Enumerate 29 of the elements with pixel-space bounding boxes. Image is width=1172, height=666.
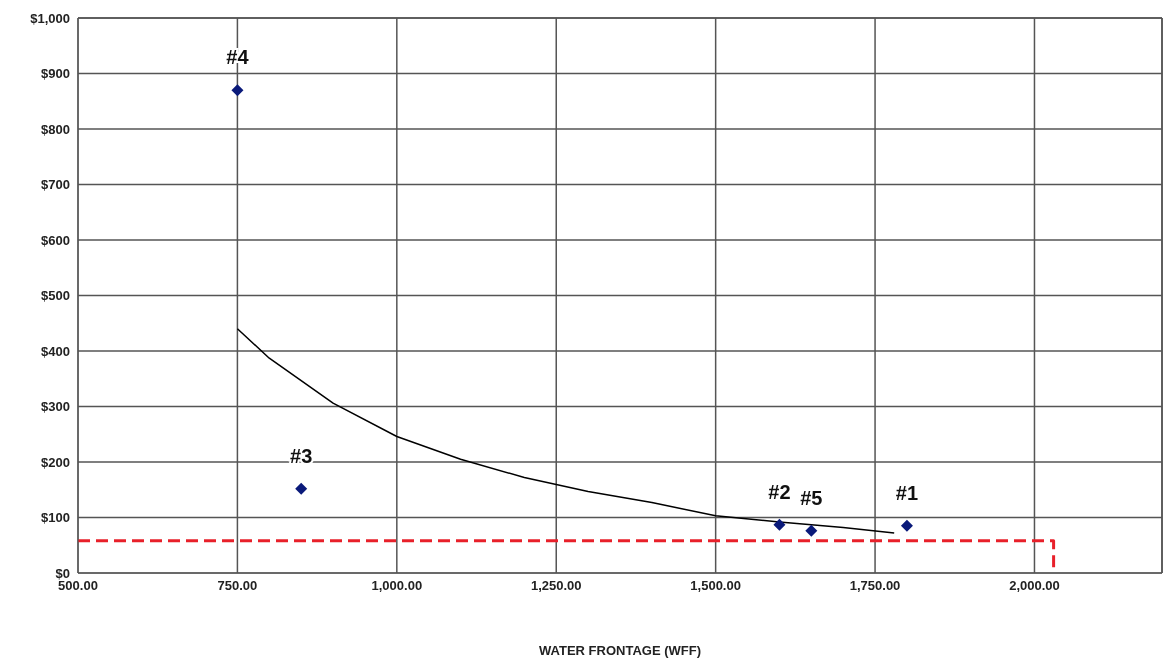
x-tick-label: 750.00 — [217, 578, 258, 594]
x-tick-label: 1,000.00 — [371, 578, 423, 594]
x-tick-label: 500.00 — [58, 578, 98, 594]
x-tick-label: 1,250.00 — [530, 578, 582, 594]
y-tick-label: $1,000 — [30, 10, 70, 26]
line-series — [236, 328, 895, 534]
annotation: #3 — [290, 444, 313, 467]
y-tick-label: $500 — [41, 288, 70, 304]
annotation: #5 — [800, 486, 823, 509]
y-tick-label: $200 — [41, 454, 70, 470]
y-tick-label: $600 — [41, 232, 70, 248]
x-tick-label: 2,000.00 — [1009, 578, 1060, 594]
x-tick-label: 1,750.00 — [849, 578, 901, 594]
point — [900, 519, 913, 532]
point — [805, 524, 818, 537]
y-tick-label: $100 — [41, 510, 70, 526]
y-tick-label: $800 — [41, 121, 70, 137]
x-tick-label: 1,500.00 — [690, 578, 741, 594]
annotation: #2 — [768, 480, 791, 503]
y-tick-label: $700 — [41, 177, 70, 193]
point — [295, 482, 308, 495]
y-tick-label: $0 — [55, 565, 70, 581]
y-tick-label: $900 — [41, 66, 70, 82]
x-axis-title: WATER FRONTAGE (WFF) — [539, 643, 701, 658]
y-tick-label: $400 — [41, 343, 70, 359]
y-tick-label: $300 — [41, 399, 70, 415]
annotation: #1 — [895, 481, 919, 504]
point — [231, 84, 244, 97]
point — [773, 518, 786, 531]
